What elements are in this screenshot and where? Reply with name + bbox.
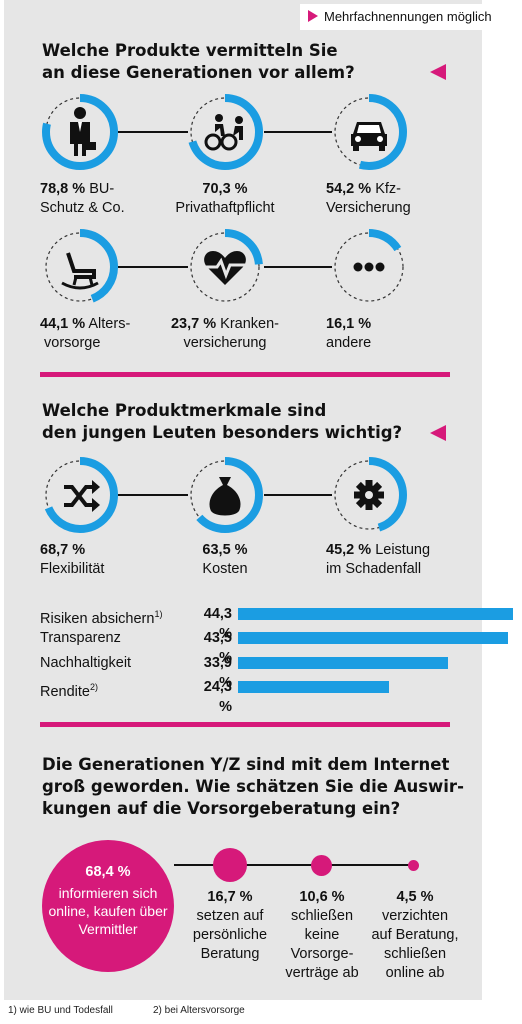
label-keine-vertraege: 10,6 % schließen keine Vorsorge-verträge ab xyxy=(285,889,359,981)
bubble-keine-vertraege xyxy=(311,855,332,876)
connector-line xyxy=(264,494,332,496)
multiple-answers-note: Mehrfachnennungen möglich xyxy=(300,4,518,30)
connector-line xyxy=(264,131,332,133)
connector-line xyxy=(118,494,188,496)
section-divider xyxy=(40,372,450,377)
label-online-ab: 4,5 % verzichten auf Beratung, schließen onl… xyxy=(371,889,459,981)
donut-arc xyxy=(331,229,407,305)
donut-kosten xyxy=(185,455,265,535)
donut-track xyxy=(190,232,260,302)
label-bu-schutz: 78,8 % BU- Schutz & Co. xyxy=(40,181,125,216)
connector-line xyxy=(174,864,410,866)
donut-krankenversicherung xyxy=(185,227,265,307)
donut-ring xyxy=(331,94,407,170)
section1-title: Welche Produkte vermitteln Sie an diese … xyxy=(42,41,355,82)
donut-arc xyxy=(187,229,263,305)
donut-track xyxy=(334,232,404,302)
label-persoenliche-beratung: 16,7 % setzen auf persönliche Beratung xyxy=(192,889,268,962)
donut-arc xyxy=(42,457,118,533)
bar-row-risiken: Risiken absichern1) 44,3 % xyxy=(40,604,515,642)
donut-ring xyxy=(331,457,407,533)
bar-value: 43,5 % xyxy=(203,630,232,666)
label-kosten: 63,5 % Kosten xyxy=(202,542,248,577)
donut-bu-schutz xyxy=(40,92,120,172)
rocking-chair-icon xyxy=(40,227,120,307)
connector-line xyxy=(264,266,332,268)
businessman-icon xyxy=(40,92,120,172)
footnote-1: 1) wie BU und Todesfall xyxy=(8,1005,113,1016)
donut-ring xyxy=(42,457,118,533)
donut-arc xyxy=(331,457,407,533)
donut-arc xyxy=(42,229,118,305)
donut-privathaftpflicht xyxy=(185,92,265,172)
bubble-online-ab xyxy=(408,860,419,871)
label-kfz: 54,2 % Kfz- Versicherung xyxy=(326,181,411,216)
car-icon xyxy=(329,92,409,172)
money-bag-icon xyxy=(185,455,265,535)
triangle-pointer-icon xyxy=(430,425,446,441)
donut-leistung xyxy=(329,455,409,535)
triangle-marker-icon xyxy=(308,10,318,22)
bar-row-rendite: Rendite2) 24,3 % xyxy=(40,677,515,715)
label-krankenversicherung: 23,7 % Kranken-versicherung xyxy=(170,316,280,351)
triangle-pointer-icon xyxy=(430,64,446,80)
donut-ring xyxy=(331,229,407,305)
donut-kfz xyxy=(329,92,409,172)
bar-value: 24,3 % xyxy=(203,679,232,715)
bar-value: 44,3 % xyxy=(203,606,232,642)
bar-fill xyxy=(238,632,509,644)
donut-ring xyxy=(42,229,118,305)
donut-arc xyxy=(331,94,407,170)
label-privathaftpflicht: 70,3 % Privathaftpflicht xyxy=(175,181,275,216)
section3-title: Die Generationen Y/Z sind mit dem Intern… xyxy=(42,755,464,818)
donut-flexibilitaet xyxy=(40,455,120,535)
donut-andere xyxy=(329,227,409,307)
section-divider xyxy=(40,722,450,727)
donut-ring xyxy=(187,229,263,305)
label-flexibilitaet: 68,7 % Flexibilität xyxy=(40,542,105,577)
bubble-persoenliche-beratung xyxy=(213,848,247,882)
donut-arc xyxy=(42,94,118,170)
cyclist-collision-icon xyxy=(185,92,265,172)
bar-label: Transparenz xyxy=(40,630,121,646)
donut-ring xyxy=(187,94,263,170)
more-dots-icon xyxy=(329,227,409,307)
bar-fill xyxy=(238,608,513,620)
bubble-online-informieren: 68,4 % informieren sich online, kaufen ü… xyxy=(42,840,174,972)
label-andere: 16,1 % andere xyxy=(326,316,372,351)
gear-icon xyxy=(329,455,409,535)
bar-fill xyxy=(238,657,449,669)
donut-arc xyxy=(187,94,263,170)
bar-label: Rendite2) xyxy=(40,682,98,700)
donut-arc xyxy=(187,457,263,533)
label-leistung: 45,2 % Leistung im Schadenfall xyxy=(326,542,431,577)
bar-row-nachhaltigkeit: Nachhaltigkeit 33,9 % xyxy=(40,653,515,691)
donut-altersvorsorge xyxy=(40,227,120,307)
heartbeat-icon xyxy=(185,227,265,307)
connector-line xyxy=(118,266,188,268)
bar-value: 33,9 % xyxy=(203,655,232,691)
label-altersvorsorge: 44,1 % Alters-vorsorge xyxy=(40,316,131,351)
bar-fill xyxy=(238,681,389,693)
bar-label: Nachhaltigkeit xyxy=(40,655,132,671)
donut-ring xyxy=(42,94,118,170)
section2-title: Welche Produktmerkmale sind den jungen L… xyxy=(42,401,403,442)
shuffle-icon xyxy=(40,455,120,535)
connector-line xyxy=(118,131,188,133)
donut-ring xyxy=(187,457,263,533)
bar-row-transparenz: Transparenz 43,5 % xyxy=(40,628,515,666)
footnote-2: 2) bei Altersvorsorge xyxy=(153,1005,245,1016)
bar-label: Risiken absichern1) xyxy=(40,609,163,627)
